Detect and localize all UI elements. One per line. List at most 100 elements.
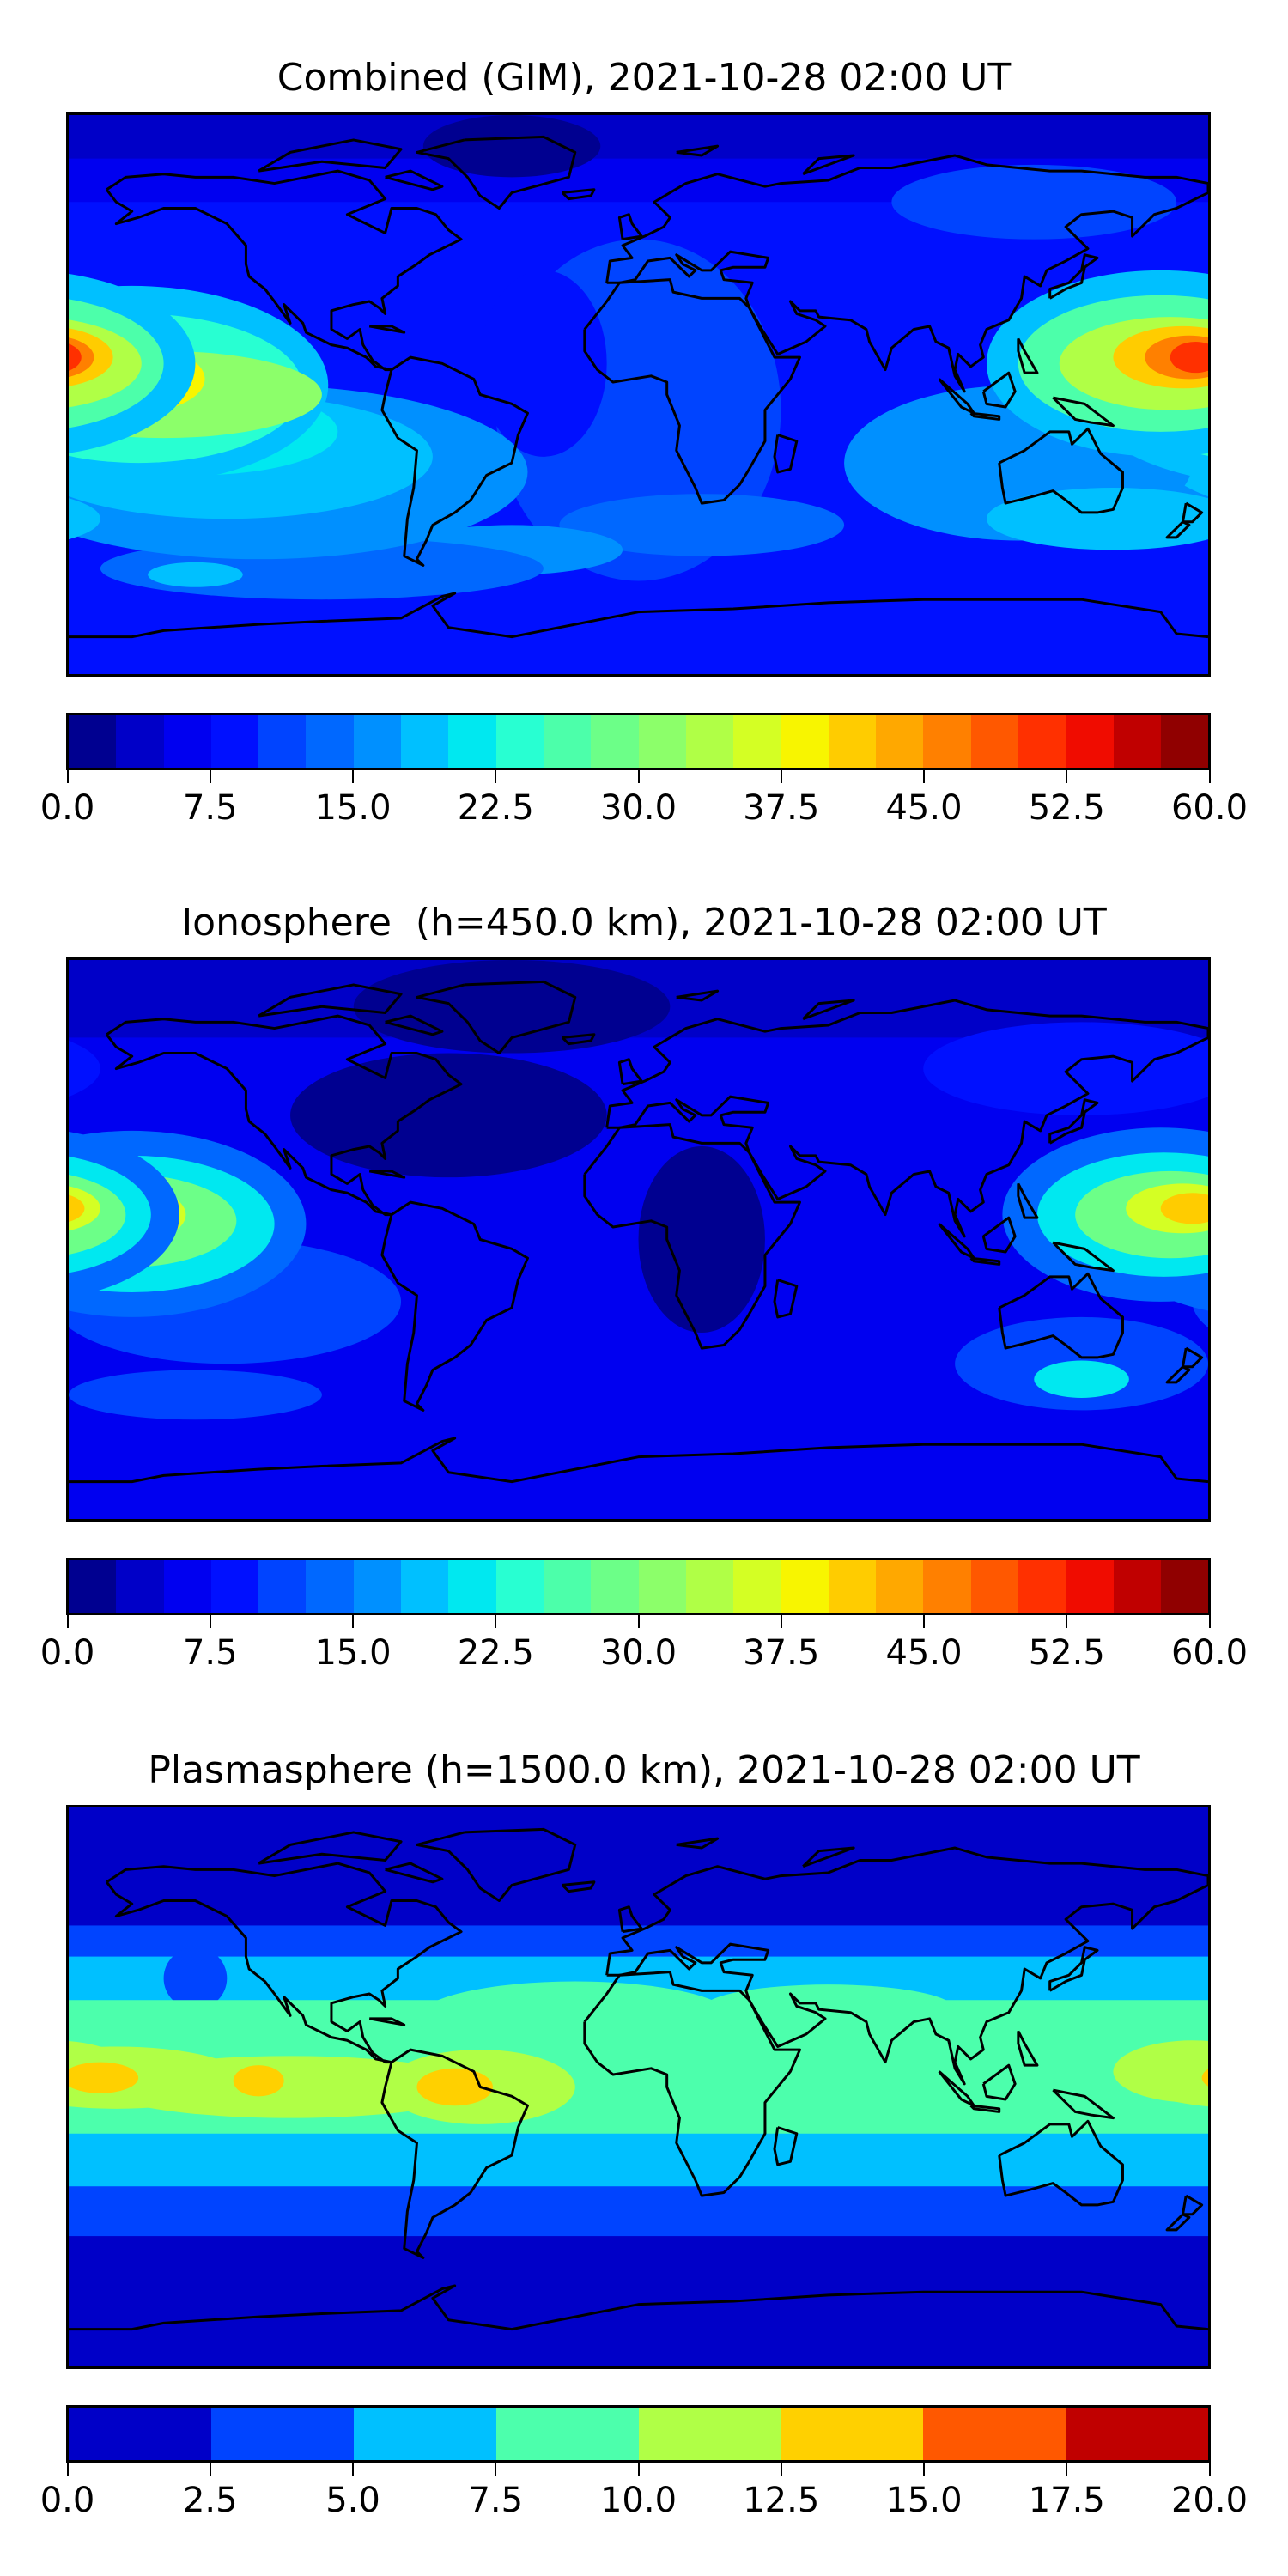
colorbar-tick [637,2463,640,2476]
field-contour-blob [353,960,671,1054]
field-contour-blob [69,1194,85,1222]
colorbar-tick [923,2463,925,2476]
colorbar-level [923,2408,1066,2460]
field-contour-blob [1113,2040,1208,2103]
colorbar-level [1018,1560,1066,1613]
colorbar-tick [495,2463,497,2476]
colorbar-tick [1208,770,1211,783]
colorbar [66,2405,1211,2463]
coastline-africa [585,280,800,503]
colorbar-level [591,715,639,768]
coastline-south-america [382,1202,528,1410]
coastline-new-zealand-south [1167,1367,1189,1382]
colorbar-level [401,715,449,768]
coastline-madagascar [775,435,797,472]
map-3 [66,1805,1211,2369]
coastline-java [971,413,999,419]
colorbar-level [210,1560,259,1613]
colorbar-level [781,715,829,768]
colorbar-level [210,2408,354,2460]
coastline-iceland [562,1035,594,1044]
colorbar-level [69,1560,117,1613]
coastlines [69,981,1208,1481]
coastline-africa [585,1125,800,1348]
colorbar-level [1160,1560,1209,1613]
coastline-australia [999,2121,1123,2205]
coastline-java [971,1258,999,1264]
coastline-australia [999,428,1123,513]
colorbar-level [923,1560,971,1613]
coastline-madagascar [775,1280,797,1317]
colorbar-tick [495,770,497,783]
colorbar-tick-label: 22.5 [457,1633,534,1673]
colorbar-level [258,1560,307,1613]
coastline-cuba [369,326,404,332]
colorbar-tick-label: 37.5 [743,788,820,828]
coastlines [69,137,1208,636]
field-contour-blob [1170,342,1208,374]
coastline-canadian-archipelago [258,1832,401,1863]
colorbar-tick [66,1615,69,1628]
field-contour-blob [559,494,845,556]
colorbar-level [353,1560,402,1613]
colorbar-tick-label: 15.0 [885,2481,963,2520]
coastline-baffin [386,171,442,190]
colorbar-level [828,715,877,768]
colorbar-level [401,1560,449,1613]
colorbar [66,713,1211,770]
colorbar-level [69,715,117,768]
colorbar-tick [1208,2463,1211,2476]
field-contour-blob [422,115,601,178]
panel-title: Ionosphere (h=450.0 km), 2021-10-28 02:0… [181,901,1107,945]
colorbar-tick [923,770,925,783]
coastline-new-guinea [1053,398,1113,426]
coastline-antarctica [69,593,1208,637]
field-contour-blob [416,1981,734,2057]
field-contour-blob [148,562,243,587]
panel-title: Combined (GIM), 2021-10-28 02:00 UT [276,56,1012,100]
colorbar-tick-label: 0.0 [39,788,95,828]
colorbar-tick-label: 22.5 [457,788,534,828]
colorbar-tick-label: 52.5 [1028,788,1105,828]
field-contour-blob [638,1146,765,1333]
colorbar-tick [352,2463,354,2476]
coastline-canadian-archipelago [258,140,401,171]
coastline-britain [619,1060,641,1084]
colorbar-tick-label: 0.0 [39,2481,95,2520]
coastline-new-guinea [1053,1242,1113,1271]
colorbar-tick-label: 2.5 [182,2481,238,2520]
coastline-cuba [369,2019,404,2025]
colorbar-level [543,715,592,768]
field-contour-blob [290,1053,607,1178]
coastline-new-zealand-south [1167,522,1189,538]
coastline-java [971,2105,999,2111]
colorbar-level [685,1560,734,1613]
colorbar-level [781,1560,829,1613]
colorbar-level [495,2408,639,2460]
field-contour-blob [69,1370,322,1420]
coastline-greenland [416,137,574,208]
field-contour-blob [69,1041,100,1097]
colorbar-level [258,715,307,768]
colorbar-tick-label: 30.0 [599,1633,677,1673]
field-contour-blob [69,498,100,540]
coastline-north-america [106,171,461,369]
colorbar-level [306,1560,354,1613]
coastline-greenland [416,981,574,1053]
field-contour-blob [1201,2069,1208,2087]
map-canvas [69,1807,1208,2366]
coastline-greenland [416,1829,574,1900]
colorbar-level [638,1560,686,1613]
colorbar-tick-label: 7.5 [182,1633,238,1673]
coastline-madagascar [775,2128,797,2165]
coastline-new-zealand-north [1183,2196,1202,2215]
colorbar-level [448,1560,496,1613]
coastline-baffin [386,1016,442,1035]
colorbar-tick-label: 30.0 [599,788,677,828]
colorbar-level [1018,715,1066,768]
colorbar-level [543,1560,592,1613]
coastlines [69,1829,1208,2329]
colorbar-tick [352,770,354,783]
coastline-borneo [983,1218,1015,1252]
colorbar-level [116,1560,164,1613]
